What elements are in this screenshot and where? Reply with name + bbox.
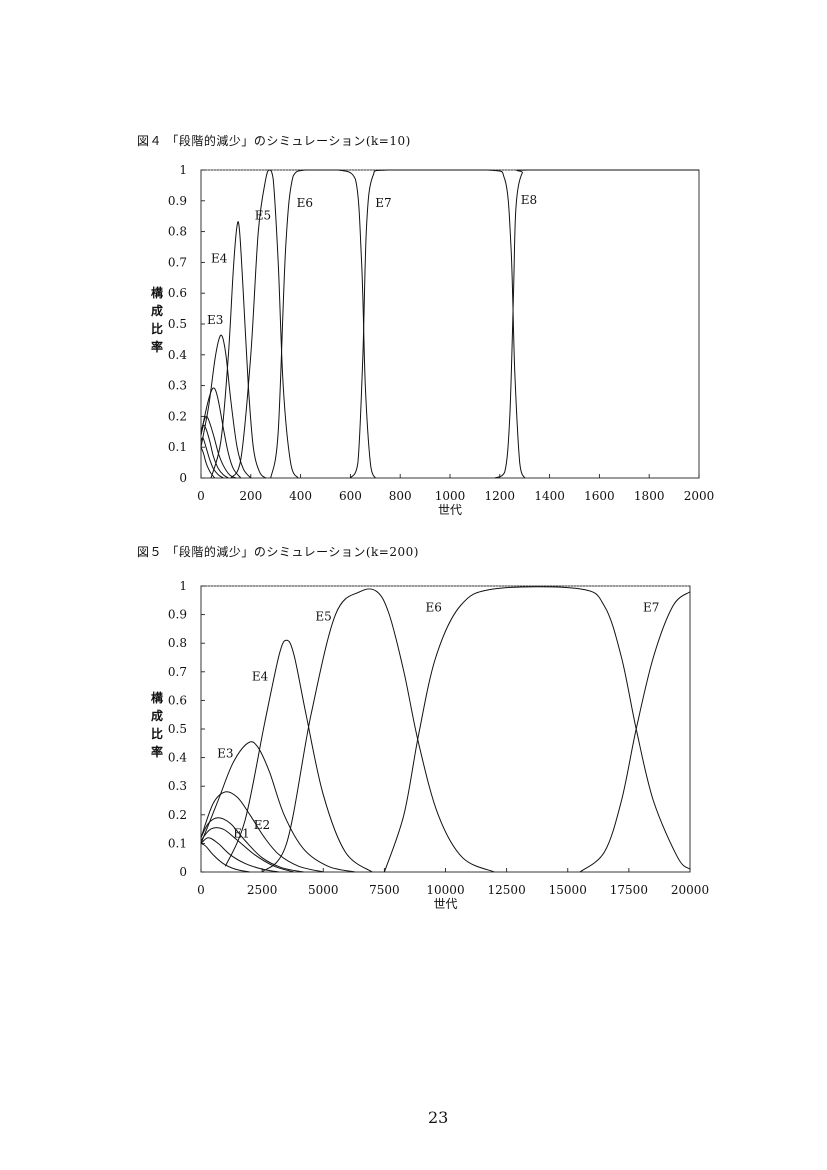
y-tick-label: 0.3 (168, 379, 187, 393)
plot-frame (200, 585, 691, 873)
y-tick-label: 0.1 (168, 440, 187, 454)
series-label-e5: E5 (255, 208, 271, 222)
x-tick-label: 400 (289, 489, 312, 503)
y-axis-label-char: 成 (151, 303, 163, 318)
x-axis-label: 世代 (433, 897, 457, 911)
series-line-e1 (200, 837, 280, 873)
x-tick-label: 200 (239, 489, 262, 503)
series-label-e4: E4 (252, 669, 269, 683)
series-line-e7 (349, 169, 526, 479)
series-label-e4: E4 (211, 251, 228, 265)
series-label-e3: E3 (217, 747, 233, 761)
y-tick-label: 0.7 (168, 665, 187, 679)
series-line (200, 817, 304, 873)
series-line-e4 (210, 221, 267, 479)
x-tick-label: 7500 (369, 883, 400, 897)
x-tick-label: 17500 (610, 883, 648, 897)
y-tick-label: 0.9 (168, 608, 187, 622)
figure-5-caption: 図５ 「段階的減少」のシミュレーション(k=200) (137, 545, 419, 559)
y-tick-label: 1 (179, 163, 187, 177)
series-label-e6: E6 (425, 601, 441, 615)
x-tick-label: 15000 (549, 883, 587, 897)
x-tick-label: 10000 (426, 883, 464, 897)
y-tick-label: 0.6 (168, 693, 187, 707)
y-tick-label: 0.5 (168, 317, 187, 331)
y-tick-label: 0.8 (168, 636, 187, 650)
y-tick-label: 0.3 (168, 779, 187, 793)
x-tick-label: 0 (197, 489, 205, 503)
series-line-e6 (383, 586, 691, 873)
x-tick-label: 1800 (634, 489, 665, 503)
series-line-e8 (494, 169, 699, 479)
y-tick-label: 0.7 (168, 255, 187, 269)
y-tick-label: 0.5 (168, 722, 187, 736)
x-tick-label: 1200 (485, 489, 516, 503)
x-tick-label: 2500 (247, 883, 278, 897)
y-tick-label: 0 (179, 865, 187, 879)
figure-4-caption: 図４ 「段階的減少」のシミュレーション(k=10) (137, 134, 411, 148)
y-tick-label: 0.8 (168, 225, 187, 239)
figure-4-chart: 0 0.1 0.2 0.3 0.4 0.5 0.6 0.7 0.8 0.9 1 0 200 400 600 8… (151, 163, 715, 517)
x-tick-label: 800 (389, 489, 412, 503)
y-tick-label: 1 (179, 579, 187, 593)
series-line (200, 387, 242, 479)
series-label-e2: E2 (254, 818, 270, 832)
page-number: 23 (428, 1108, 449, 1127)
series-line-e4 (224, 639, 373, 873)
y-tick-label: 0.4 (168, 348, 187, 362)
y-axis-label-char: 成 (151, 708, 163, 723)
y-tick-label: 0.6 (168, 286, 187, 300)
series-line (200, 791, 324, 873)
series-label-e1: E1 (233, 827, 249, 841)
y-axis-label-char: 率 (151, 339, 163, 354)
y-tick-label: 0.4 (168, 751, 187, 765)
series-label-e5: E5 (315, 609, 331, 623)
y-axis-label-char: 比 (151, 726, 163, 741)
x-tick-label: 1000 (435, 489, 466, 503)
y-axis-label-char: 構 (151, 690, 163, 705)
y-tick-label: 0.9 (168, 194, 187, 208)
x-tick-label: 1600 (584, 489, 615, 503)
series-line-e5 (261, 588, 495, 873)
x-tick-label: 12500 (488, 883, 526, 897)
series-line-e7 (579, 591, 691, 873)
x-tick-label: 2000 (684, 489, 715, 503)
series-line-e3 (200, 741, 356, 873)
y-tick-label: 0 (179, 471, 187, 485)
series-line-e5 (230, 169, 299, 479)
y-axis-label-char: 比 (151, 321, 163, 336)
series-line (200, 842, 251, 873)
series-label-e8: E8 (521, 193, 537, 207)
y-axis-label-char: 構 (151, 285, 163, 300)
series-line-e3 (200, 334, 252, 479)
x-tick-label: 20000 (671, 883, 709, 897)
y-tick-label: 0.1 (168, 836, 187, 850)
x-tick-label: 5000 (308, 883, 339, 897)
series-line (200, 447, 216, 479)
y-tick-label: 0.2 (168, 409, 187, 423)
series-line (200, 424, 229, 479)
x-axis-label: 世代 (438, 503, 462, 517)
x-tick-label: 600 (339, 489, 362, 503)
series-label-e7: E7 (375, 196, 391, 210)
series-label-e3: E3 (207, 313, 223, 327)
y-axis-label-char: 率 (151, 744, 163, 759)
series-line-e6 (270, 169, 376, 479)
x-tick-label: 0 (197, 883, 205, 897)
y-tick-label: 0.2 (168, 808, 187, 822)
figure-5-chart: 0 0.1 0.2 0.3 0.4 0.5 0.6 0.7 0.8 0.9 1 0 2500 5000 75… (151, 579, 709, 911)
series-label-e7: E7 (643, 601, 659, 615)
series-label-e6: E6 (297, 196, 313, 210)
x-tick-label: 1400 (534, 489, 565, 503)
